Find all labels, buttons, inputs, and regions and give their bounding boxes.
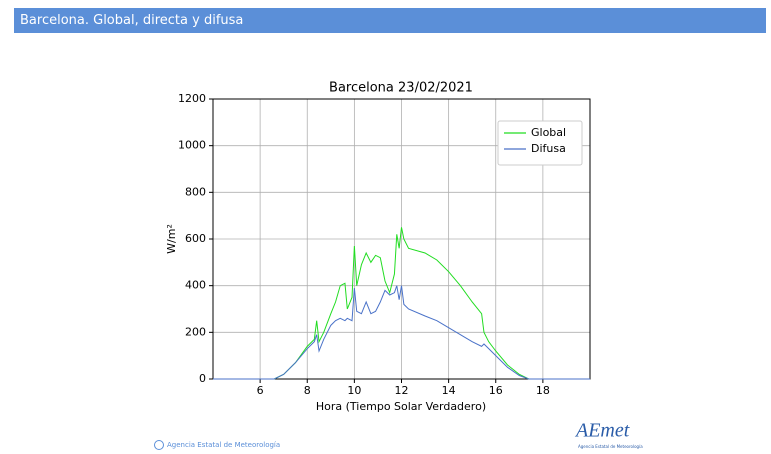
y-tick-label: 1000 <box>178 139 206 152</box>
y-tick-label: 1200 <box>178 92 206 105</box>
chart-title: Barcelona 23/02/2021 <box>329 81 473 96</box>
x-axis-label: Hora (Tiempo Solar Verdadero) <box>316 400 486 413</box>
copyright-icon <box>154 440 164 450</box>
y-tick-label: 200 <box>185 325 206 338</box>
logo: AEmet <box>574 420 630 442</box>
y-tick-label: 0 <box>199 372 206 385</box>
x-tick-label: 18 <box>536 384 550 397</box>
x-tick-label: 16 <box>489 384 503 397</box>
data-line <box>213 227 590 380</box>
x-tick-label: 14 <box>442 384 456 397</box>
header-bar: Barcelona. Global, directa y difusa <box>14 8 766 33</box>
y-tick-label: 800 <box>185 185 206 198</box>
legend-box <box>497 120 583 166</box>
legend-label: Global <box>531 126 566 139</box>
plot-frame <box>212 98 591 380</box>
y-axis-label: W/m² <box>165 224 178 254</box>
logo-subtitle: Agencia Estatal de Meteorología <box>578 444 643 449</box>
y-tick-label: 400 <box>185 279 206 292</box>
y-tick-label: 600 <box>185 232 206 245</box>
x-tick-label: 6 <box>257 384 264 397</box>
data-line <box>213 285 590 380</box>
x-tick-label: 8 <box>304 384 311 397</box>
x-tick-label: 12 <box>395 384 409 397</box>
x-tick-label: 10 <box>347 384 361 397</box>
footer-text: Agencia Estatal de Meteorología <box>167 441 280 449</box>
legend-label: Difusa <box>531 142 566 155</box>
